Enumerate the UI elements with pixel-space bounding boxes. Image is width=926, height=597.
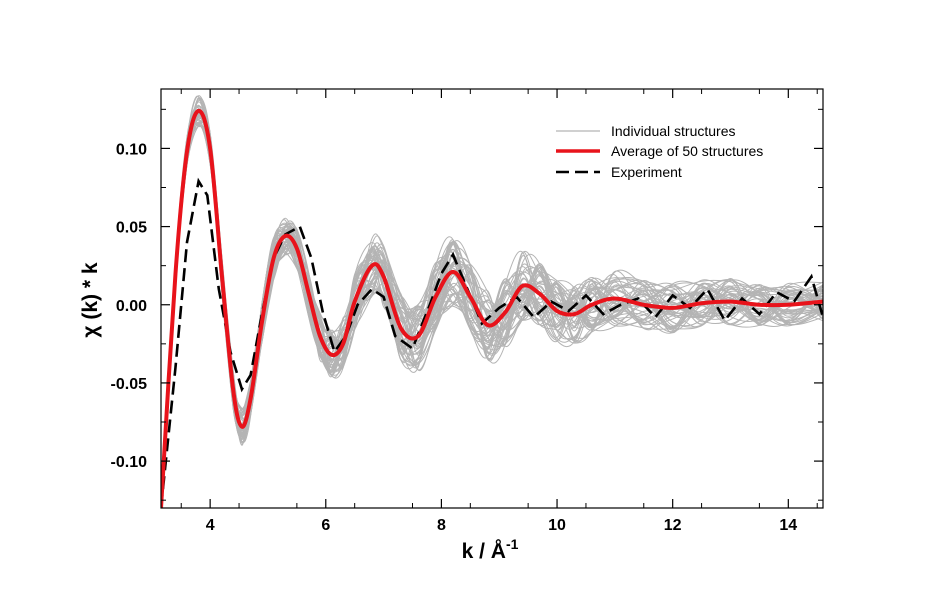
x-tick-label: 8 [437,517,446,534]
x-tick-label: 12 [664,517,682,534]
x-tick-label: 6 [321,517,330,534]
x-tick-label: 4 [206,517,215,534]
y-tick-label: -0.10 [111,454,148,471]
y-axis-title: χ (k) * k [79,262,102,337]
y-tick-label: 0.00 [116,298,147,315]
average-line [161,108,823,508]
y-tick-label: 0.05 [116,220,147,237]
individual-structure-line [161,113,823,508]
legend: Individual structures Average of 50 stru… [556,123,763,180]
x-tick-label: 10 [548,517,566,534]
plot-frame [160,88,824,509]
legend-label-average: Average of 50 structures [611,143,763,159]
x-tick-label: 14 [779,517,797,534]
y-tick-label: -0.05 [111,376,148,393]
x-axis-title-main: k / Å [462,539,506,563]
legend-label-individual: Individual structures [611,123,736,139]
experiment-line [161,177,823,508]
x-axis-title-superscript: -1 [506,536,519,552]
legend-label-experiment: Experiment [611,164,682,180]
axis-ticks: 4 6 8 10 12 14 -0.10 -0.05 0.00 0.05 0.10 [111,89,823,534]
x-axis-title: k / Å-1 [462,536,519,563]
y-tick-label: 0.10 [116,141,147,158]
